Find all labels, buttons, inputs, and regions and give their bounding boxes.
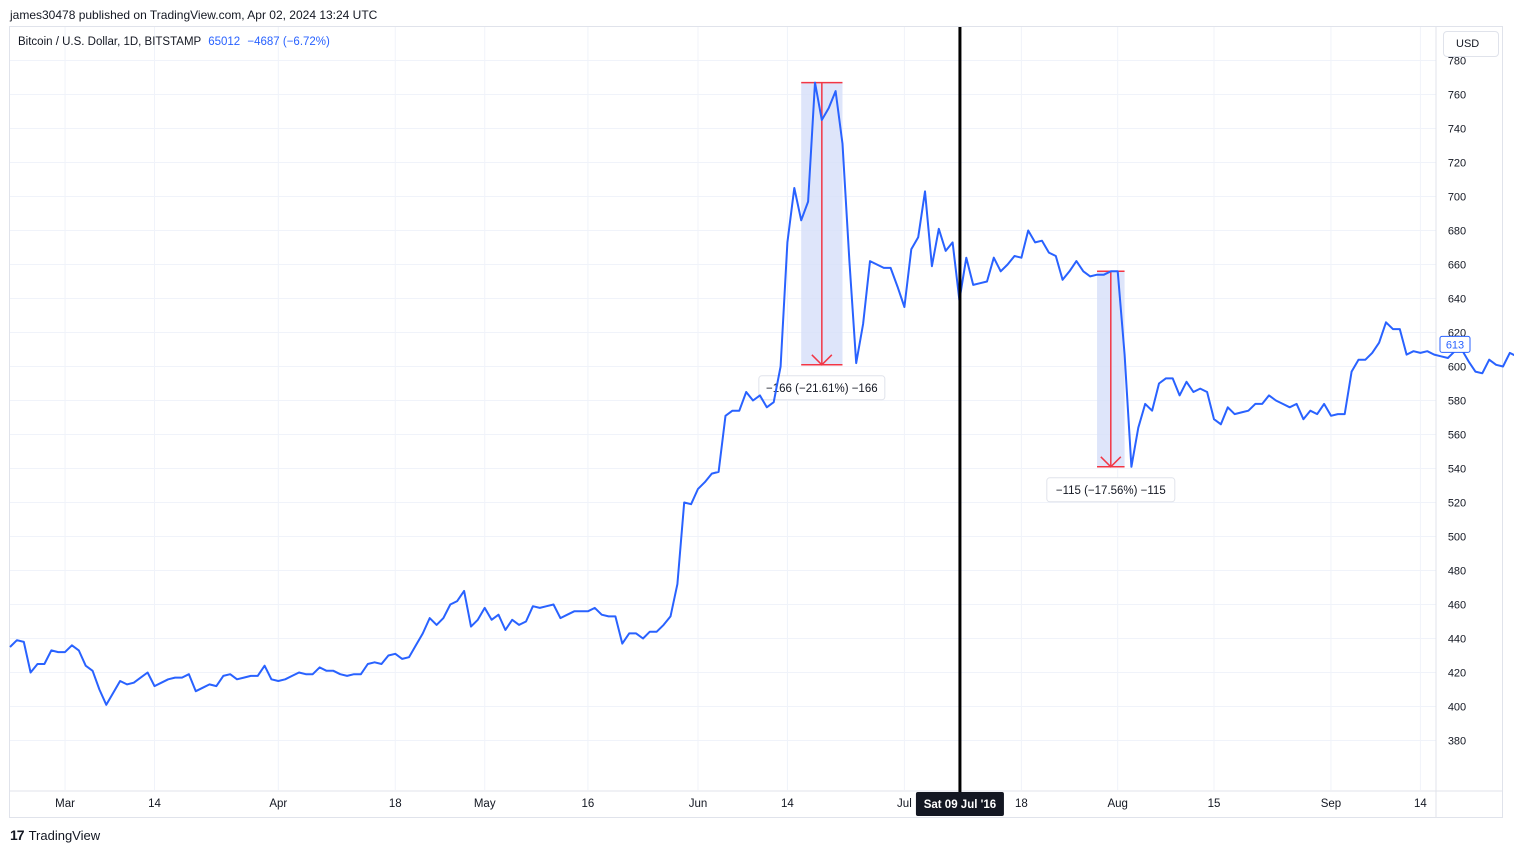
y-tick-label: 760 bbox=[1448, 90, 1466, 102]
y-tick-label: 740 bbox=[1448, 124, 1466, 136]
y-tick-label: 460 bbox=[1448, 600, 1466, 612]
x-tick-label: May bbox=[474, 798, 496, 810]
y-tick-label: 520 bbox=[1448, 498, 1466, 510]
arrow-down-icon bbox=[811, 354, 833, 366]
last-price-label: 613 bbox=[1439, 335, 1471, 353]
y-tick-label: 600 bbox=[1448, 362, 1466, 374]
symbol-title: Bitcoin / U.S. Dollar, 1D, BITSTAMP bbox=[18, 36, 201, 48]
crosshair-date-text: Sat 09 Jul '16 bbox=[924, 799, 996, 811]
y-tick-label: 720 bbox=[1448, 158, 1466, 170]
x-tick-label: Jun bbox=[689, 798, 708, 810]
chart-frame bbox=[9, 26, 1503, 818]
y-tick-label: 540 bbox=[1448, 464, 1466, 476]
y-tick-label: 380 bbox=[1448, 736, 1466, 748]
legend-price: 65012 bbox=[208, 36, 241, 48]
y-tick-label: 640 bbox=[1448, 294, 1466, 306]
x-tick-label: 15 bbox=[1208, 798, 1221, 810]
y-tick-label: 580 bbox=[1448, 396, 1466, 408]
y-tick-label: 480 bbox=[1448, 566, 1466, 578]
publish-info: james30478 published on TradingView.com,… bbox=[10, 8, 378, 22]
x-tick-label: Aug bbox=[1107, 798, 1127, 810]
y-tick-label: 400 bbox=[1448, 702, 1466, 714]
crosshair-date-label: Sat 09 Jul '16 bbox=[915, 792, 1004, 816]
symbol-legend: Bitcoin / U.S. Dollar, 1D, BITSTAMP 6501… bbox=[18, 36, 330, 48]
x-tick-label: 14 bbox=[1414, 798, 1427, 810]
y-axis: 3804004204404604805005205405605806006206… bbox=[1448, 56, 1466, 748]
x-tick-label: 16 bbox=[582, 798, 595, 810]
brand-text: TradingView bbox=[28, 827, 101, 843]
measurement-label: −166 (−21.61%) −166 bbox=[766, 383, 878, 395]
price-line bbox=[9, 81, 1514, 706]
measurement-label: −115 (−17.56%) −115 bbox=[1056, 485, 1166, 497]
measurement-1: −166 (−21.61%) −166 bbox=[758, 81, 886, 401]
y-tick-label: 420 bbox=[1448, 668, 1466, 680]
last-price-text: 613 bbox=[1446, 339, 1464, 351]
x-tick-label: 14 bbox=[148, 798, 161, 810]
legend-change: −4687 (−6.72%) bbox=[247, 36, 330, 48]
measurement-label-box bbox=[758, 375, 886, 401]
x-tick-label: Sep bbox=[1321, 798, 1341, 810]
y-tick-label: 660 bbox=[1448, 260, 1466, 272]
x-tick-label: Mar bbox=[55, 798, 75, 810]
x-tick-label: 18 bbox=[1015, 798, 1028, 810]
measurement-label-box bbox=[1046, 477, 1176, 503]
measurements: −166 (−21.61%) −166 −115 (−17.56%) −115 bbox=[758, 81, 1176, 503]
y-tick-label: 500 bbox=[1448, 532, 1466, 544]
currency-button[interactable]: USD bbox=[1443, 31, 1499, 57]
x-tick-label: 14 bbox=[781, 798, 794, 810]
arrow-down-icon bbox=[1100, 456, 1122, 468]
x-tick-label: 18 bbox=[389, 798, 402, 810]
footer-brand: 17 TradingView bbox=[10, 827, 100, 843]
x-tick-label: Jul bbox=[897, 798, 912, 810]
y-tick-label: 440 bbox=[1448, 634, 1466, 646]
y-tick-label: 700 bbox=[1448, 192, 1466, 204]
y-tick-label: 680 bbox=[1448, 226, 1466, 238]
x-tick-label: Apr bbox=[269, 798, 287, 810]
grid bbox=[10, 27, 1503, 817]
x-axis: Mar14Apr18May16Jun14Jul18Aug15Sep14Oct bbox=[55, 798, 1427, 810]
tradingview-logo-icon: 17 bbox=[10, 827, 25, 843]
measurement-2: −115 (−17.56%) −115 bbox=[1046, 270, 1176, 503]
y-tick-label: 560 bbox=[1448, 430, 1466, 442]
y-tick-label: 780 bbox=[1448, 56, 1466, 68]
